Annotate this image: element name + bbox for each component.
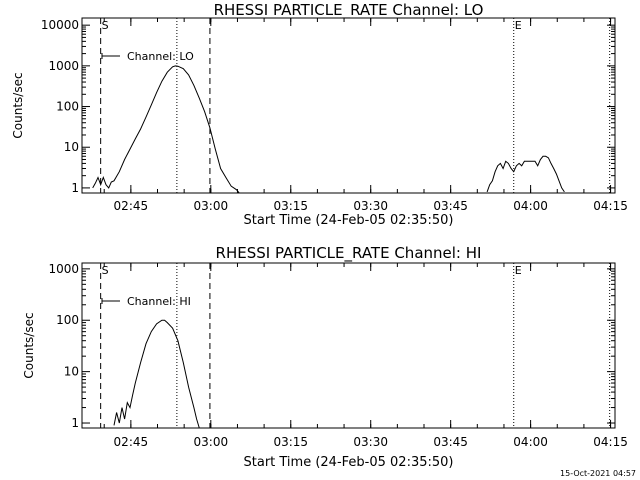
x-tick-label: 03:45 [433, 435, 468, 449]
y-tick-label: 1000 [48, 262, 79, 276]
x-tick-label: 02:45 [114, 435, 149, 449]
x-tick-label: 03:30 [353, 199, 388, 213]
x-tick-label: 03:00 [194, 435, 229, 449]
hi-channel-panel: RHESSI PARTICLE_RATE Channel: HI 1 10 100 10… [22, 244, 628, 470]
x-tick-label: 03:30 [353, 435, 388, 449]
data-series-line [92, 65, 240, 194]
y-tick-label: 1 [71, 181, 79, 195]
y-tick-label: 1000 [48, 59, 79, 73]
marker-label: E [515, 264, 522, 277]
plot-frame [81, 17, 616, 194]
y-axis-label: Counts/sec [11, 72, 25, 138]
x-tick-label: 02:45 [114, 199, 149, 213]
y-tick-label: 100 [56, 100, 79, 114]
marker-label: S [102, 19, 109, 32]
x-tick-label: 03:15 [273, 435, 308, 449]
chart-title: RHESSI PARTICLE_RATE Channel: HI [216, 244, 482, 263]
y-tick-label: 1 [71, 416, 79, 430]
x-tick-label: 03:45 [433, 199, 468, 213]
y-tick-label: 10 [64, 365, 79, 379]
x-axis-label: Start Time (24-Feb-05 02:35:50) [244, 455, 454, 470]
y-tick-label: 10000 [41, 18, 79, 32]
lo-channel-panel: RHESSI PARTICLE_RATE Channel: LO 1 10 100 10… [11, 1, 628, 228]
y-tick-label: 100 [56, 313, 79, 327]
marker-label: S [102, 264, 109, 277]
legend-label: Channel: HI [127, 295, 191, 308]
y-tick-label: 10 [64, 140, 79, 154]
y-axis-label: Counts/sec [22, 312, 36, 378]
x-axis-label: Start Time (24-Feb-05 02:35:50) [244, 213, 454, 228]
chart-title: RHESSI PARTICLE_RATE Channel: LO [214, 1, 484, 20]
x-tick-label: 03:00 [194, 199, 229, 213]
x-tick-label: 04:15 [593, 199, 628, 213]
data-series-line [113, 319, 200, 429]
plot-frame [81, 262, 616, 429]
x-tick-label: 03:15 [273, 199, 308, 213]
data-series-line [486, 155, 565, 193]
legend-label: Channel: LO [127, 50, 194, 63]
marker-label: E [515, 19, 522, 32]
x-tick-label: 04:00 [513, 435, 548, 449]
x-tick-label: 04:00 [513, 199, 548, 213]
timestamp: 15-Oct-2021 04:57 [560, 469, 636, 478]
x-tick-label: 04:15 [593, 435, 628, 449]
